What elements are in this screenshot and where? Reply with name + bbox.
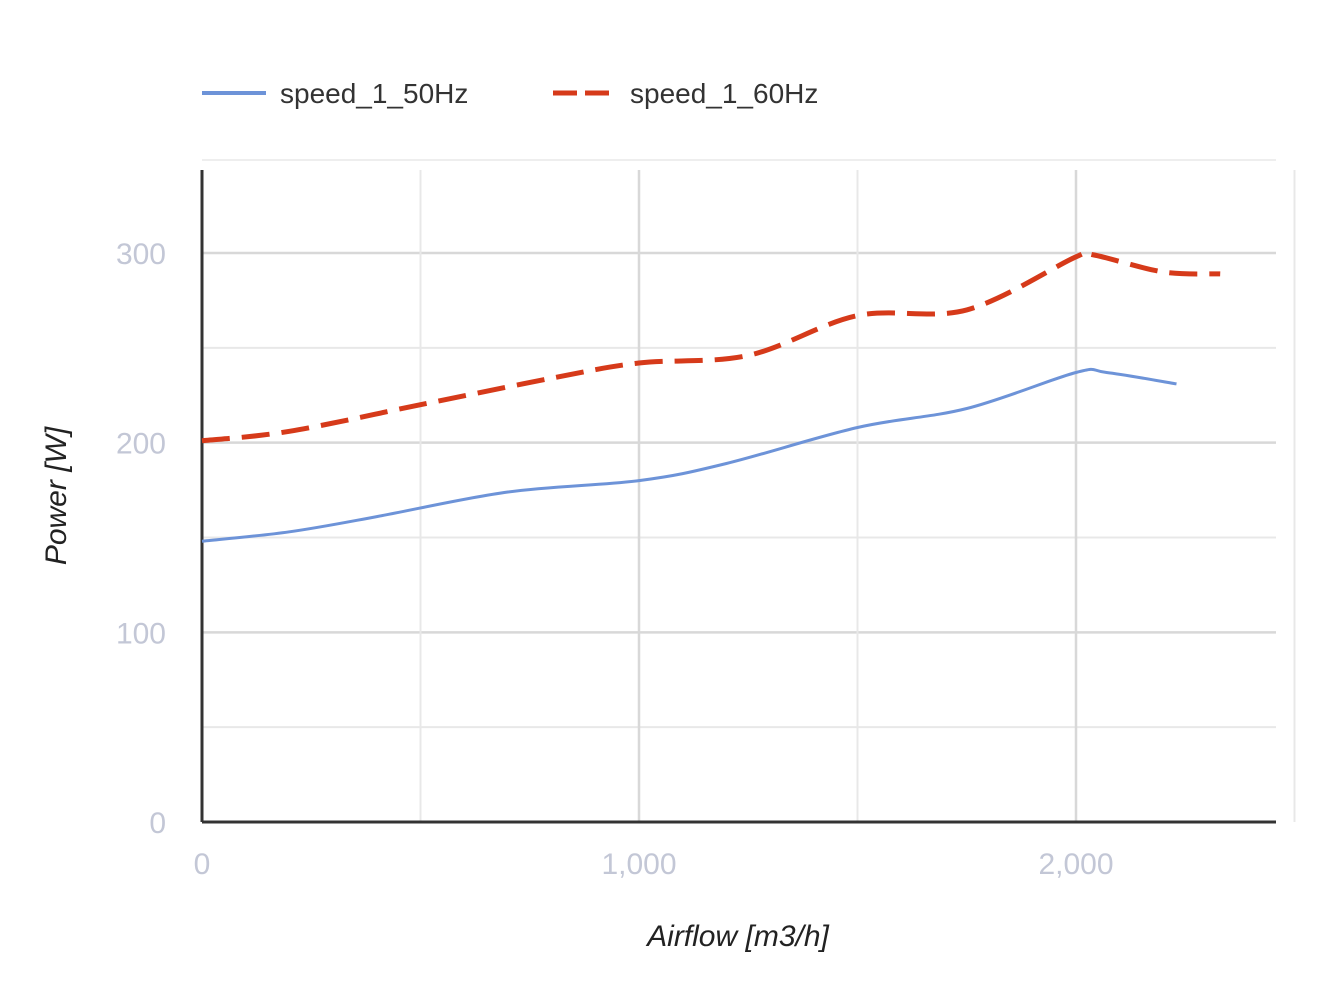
- y-tick-label-200: 200: [116, 428, 166, 461]
- y-tick-label-100: 100: [116, 617, 166, 650]
- legend-item-speed_1_60Hz: speed_1_60Hz: [553, 78, 818, 109]
- series-line-speed_1_60Hz: [201, 248, 1221, 444]
- grid-lines: [202, 159, 1296, 822]
- x-tick-label-1000: 1,000: [601, 848, 676, 881]
- series-lines: [201, 248, 1221, 543]
- y-tick-label-0: 0: [149, 807, 166, 840]
- legend-label-speed_1_50Hz: speed_1_50Hz: [280, 78, 468, 109]
- y-axis-title: Power [W]: [40, 426, 73, 565]
- tick-labels: 0 100 200 300 0 1,000 2,000: [116, 238, 1114, 881]
- legend-item-speed_1_50Hz: speed_1_50Hz: [202, 78, 468, 109]
- y-tick-label-300: 300: [116, 238, 166, 271]
- legend-label-speed_1_60Hz: speed_1_60Hz: [630, 78, 818, 109]
- axes: [200, 170, 1276, 824]
- legend: speed_1_50Hz speed_1_60Hz: [202, 78, 818, 109]
- x-tick-label-2000: 2,000: [1038, 848, 1113, 881]
- x-axis-title: Airflow [m3/h]: [645, 920, 829, 953]
- x-tick-label-0: 0: [194, 848, 211, 881]
- series-line-speed_1_50Hz: [201, 367, 1177, 543]
